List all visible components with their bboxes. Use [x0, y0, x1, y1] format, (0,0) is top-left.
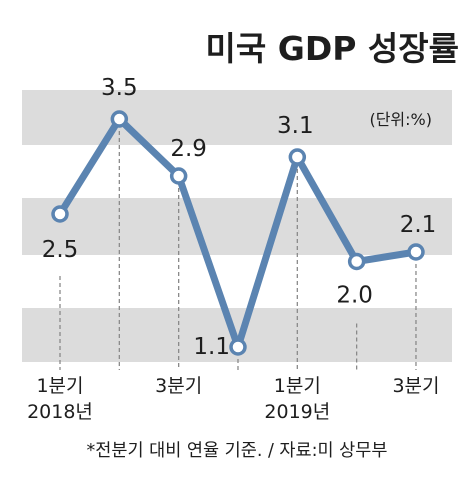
- footnote: *전분기 대비 연율 기준. / 자료:미 상무부: [87, 441, 388, 461]
- value-label-4: 1.1: [193, 334, 230, 360]
- unit-label: (단위:%): [369, 110, 432, 129]
- x-tick-label-2: 3분기: [155, 375, 202, 397]
- background-bands: [22, 90, 452, 362]
- value-label-2: 3.5: [101, 75, 138, 101]
- background-band-2: [22, 198, 452, 255]
- data-point-5: [288, 148, 307, 166]
- data-point-3: [169, 167, 188, 185]
- x-tick-label-3: 1분기: [274, 375, 321, 397]
- background-band-1: [22, 90, 452, 145]
- value-label-1: 2.5: [42, 237, 79, 263]
- x-tick-label-4: 3분기: [392, 375, 439, 397]
- value-label-3: 2.9: [170, 136, 207, 162]
- data-markers: [51, 110, 425, 356]
- x-axis-tick-labels: 1분기 2018년 3분기 1분기 2019년 3분기: [27, 375, 439, 423]
- x-tick-year-1: 2018년: [27, 401, 93, 423]
- data-point-4: [229, 338, 247, 356]
- data-point-1: [51, 205, 69, 223]
- dashed-drop-lines: [59, 131, 417, 370]
- value-label-7: 2.1: [400, 212, 437, 238]
- x-tick-year-3: 2019년: [264, 401, 330, 423]
- data-point-7: [407, 243, 425, 261]
- chart-title: 미국 GDP 성장률: [206, 29, 459, 68]
- value-label-6: 2.0: [336, 283, 373, 309]
- data-point-6: [347, 252, 366, 271]
- value-label-5: 3.1: [277, 113, 314, 139]
- data-value-labels: 2.5 3.5 2.9 1.1 3.1 2.0 2.1: [42, 75, 437, 360]
- x-tick-label-1: 1분기: [36, 375, 83, 397]
- data-point-2: [110, 110, 129, 128]
